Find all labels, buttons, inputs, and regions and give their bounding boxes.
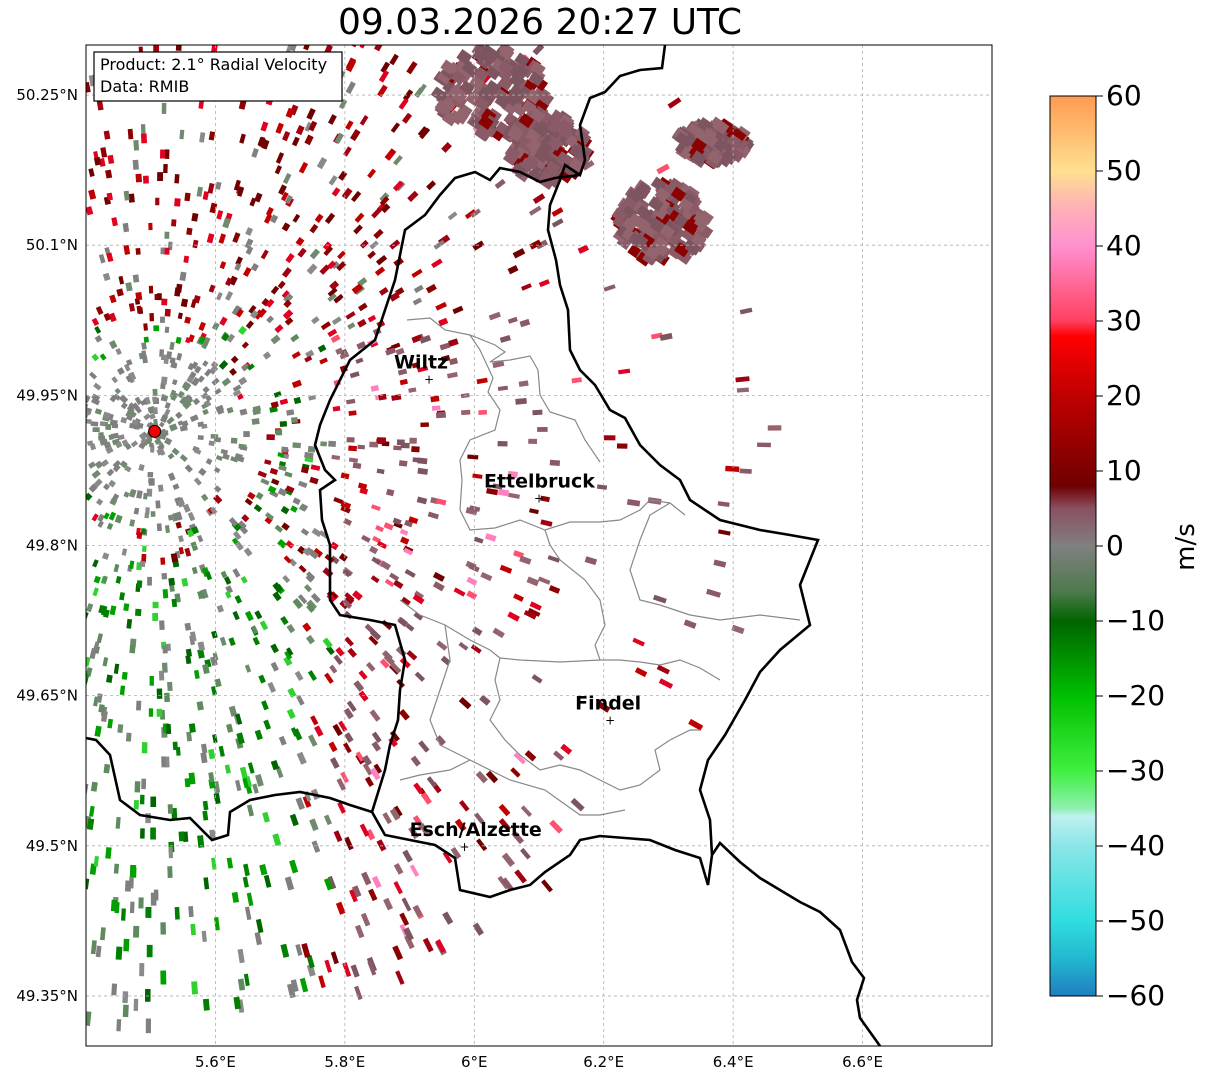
colorbar-tick-label: −30 — [1106, 754, 1165, 787]
town-label: Wiltz — [394, 351, 448, 373]
town-label: Findel — [575, 693, 641, 715]
map-title: 09.03.2026 20:27 UTC — [337, 2, 743, 43]
colorbar: 60 50 40 30 20 10 0 −10 −20 −30 −40 −50 −60 m/s — [1049, 79, 1201, 1012]
colorbar-tick-label: 30 — [1106, 304, 1142, 337]
y-tick-label: 49.95°N — [16, 386, 78, 404]
colorbar-ticks: 60 50 40 30 20 10 0 −10 −20 −30 −40 −50 −60 — [1096, 79, 1165, 1012]
radar-site-marker — [148, 424, 162, 438]
x-tick-label: 6.6°E — [842, 1053, 883, 1071]
y-tick-label: 49.8°N — [26, 537, 78, 555]
national-border — [86, 736, 882, 1046]
y-tick-label: 50.25°N — [16, 86, 78, 104]
y-tick-labels: 50.25°N 50.1°N 49.95°N 49.8°N 49.65°N 49.5°N 4… — [16, 86, 78, 1005]
colorbar-tick-label: 20 — [1106, 379, 1142, 412]
colorbar-tick-label: 40 — [1106, 229, 1142, 262]
canton-boundaries — [399, 317, 801, 816]
svg-text:+: + — [605, 714, 615, 728]
colorbar-gradient — [1049, 95, 1097, 997]
national-border-west — [313, 166, 581, 813]
y-tick-label: 49.35°N — [16, 987, 78, 1005]
colorbar-tick-label: −20 — [1106, 679, 1165, 712]
town-label: Ettelbruck — [484, 470, 595, 492]
x-tick-label: 6.2°E — [583, 1053, 624, 1071]
x-tick-label: 5.6°E — [195, 1053, 236, 1071]
y-tick-label: 50.1°N — [26, 236, 78, 254]
x-tick-label: 6°E — [461, 1053, 488, 1071]
svg-text:+: + — [534, 491, 544, 505]
colorbar-tick-label: 10 — [1106, 454, 1142, 487]
svg-text:+: + — [460, 840, 470, 854]
colorbar-tick-label: 0 — [1106, 529, 1124, 562]
national-border-north-east — [546, 45, 820, 856]
colorbar-tick-label: 60 — [1106, 79, 1142, 112]
town-label: Esch/Alzette — [410, 819, 542, 841]
colorbar-tick-label: −50 — [1106, 904, 1165, 937]
colorbar-label: m/s — [1171, 523, 1201, 571]
svg-text:+: + — [424, 372, 434, 386]
info-box: Product: 2.1° Radial Velocity Data: RMIB — [93, 51, 343, 102]
x-tick-label: 5.8°E — [324, 1053, 365, 1071]
colorbar-tick-label: −40 — [1106, 829, 1165, 862]
colorbar-tick-label: −10 — [1106, 604, 1165, 637]
y-tick-label: 49.5°N — [26, 837, 78, 855]
y-tick-label: 49.65°N — [16, 687, 78, 705]
info-product: Product: 2.1° Radial Velocity — [100, 55, 327, 74]
colorbar-tick-label: 50 — [1106, 154, 1142, 187]
info-source: Data: RMIB — [100, 77, 189, 96]
radar-echo-layer — [86, 45, 782, 1034]
colorbar-tick-label: −60 — [1106, 979, 1165, 1012]
x-tick-labels: 5.6°E 5.8°E 6°E 6.2°E 6.4°E 6.6°E — [195, 1053, 883, 1071]
town-labels: +Wiltz+Ettelbruck+Findel+Esch/Alzette — [394, 351, 641, 853]
plot-frame — [85, 44, 993, 1047]
x-tick-label: 6.4°E — [713, 1053, 754, 1071]
